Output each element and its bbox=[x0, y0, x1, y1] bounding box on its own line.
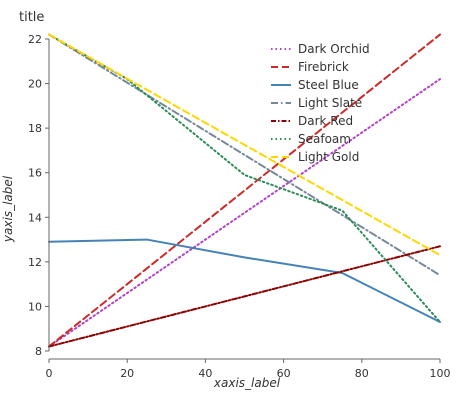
y-axis-title: yaxis_label bbox=[1, 175, 15, 243]
series-line-firebrick bbox=[48, 33, 441, 348]
chart-title: title bbox=[19, 10, 44, 25]
series-line-light-gold bbox=[48, 33, 441, 257]
series-line-light-slate bbox=[48, 33, 441, 277]
x-tick-label: 20 bbox=[120, 367, 134, 380]
y-tick-label: 10 bbox=[28, 300, 42, 313]
legend-label-seafoam: Seafoam bbox=[298, 132, 351, 146]
plot-series-group bbox=[48, 33, 441, 348]
x-tick-label: 100 bbox=[430, 367, 451, 380]
y-axis: 8 10 12 14 16 18 20 22 bbox=[28, 33, 50, 358]
series-line-seafoam bbox=[48, 33, 441, 324]
y-tick-label: 8 bbox=[35, 345, 42, 358]
legend-label-steel-blue: Steel Blue bbox=[298, 78, 359, 92]
x-axis: 0 20 40 60 80 100 bbox=[46, 358, 451, 380]
y-tick-label: 22 bbox=[28, 33, 42, 46]
legend-label-dark-orchid: Dark Orchid bbox=[298, 42, 370, 56]
y-tick-label: 16 bbox=[28, 167, 42, 180]
x-tick-label: 60 bbox=[277, 367, 291, 380]
x-tick-label: 0 bbox=[46, 367, 53, 380]
legend-label-dark-red: Dark Red bbox=[298, 114, 353, 128]
x-ticks: 0 20 40 60 80 100 bbox=[46, 359, 451, 380]
series-line-dark-orchid bbox=[48, 78, 441, 348]
series-line-steel-blue bbox=[48, 238, 441, 324]
legend-label-firebrick: Firebrick bbox=[298, 60, 349, 74]
legend-label-light-slate: Light Slate bbox=[298, 96, 362, 110]
x-tick-label: 80 bbox=[355, 367, 369, 380]
y-tick-label: 18 bbox=[28, 122, 42, 135]
y-tick-label: 20 bbox=[28, 78, 42, 91]
y-tick-label: 12 bbox=[28, 256, 42, 269]
y-tick-label: 14 bbox=[28, 211, 42, 224]
x-axis-title: xaxis_label bbox=[213, 376, 281, 390]
series-line-dark-red bbox=[48, 245, 441, 348]
y-ticks: 8 10 12 14 16 18 20 22 bbox=[28, 33, 49, 358]
legend-label-light-gold: Light Gold bbox=[298, 150, 359, 164]
legend: Dark Orchid Firebrick Steel Blue Light Slat… bbox=[271, 42, 370, 164]
x-tick-label: 40 bbox=[198, 367, 212, 380]
